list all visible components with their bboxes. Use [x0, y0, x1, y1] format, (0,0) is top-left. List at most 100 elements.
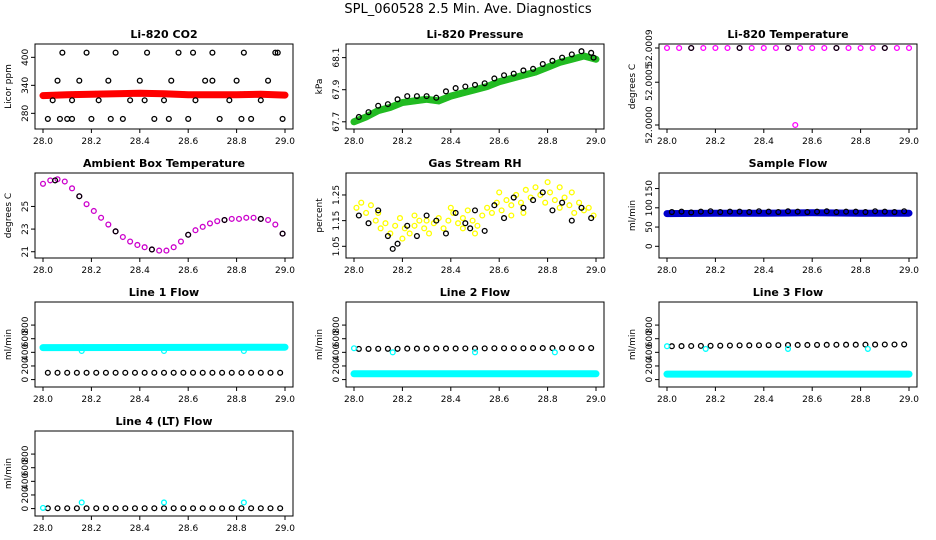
- data-point: [568, 217, 575, 224]
- data-point: [394, 96, 401, 103]
- data-point: [44, 505, 51, 512]
- data-point: [724, 44, 731, 52]
- data-point: [556, 184, 563, 191]
- data-point: [355, 113, 362, 121]
- data-point: [520, 67, 527, 74]
- data-point: [455, 220, 462, 227]
- data-point: [823, 208, 830, 215]
- data-point: [83, 201, 90, 208]
- data-point: [189, 505, 197, 512]
- data-point: [197, 91, 204, 98]
- x-tick-label: 28.0: [33, 137, 53, 147]
- data-point: [279, 230, 286, 237]
- data-point: [249, 91, 256, 98]
- data-point: [755, 342, 763, 349]
- x-tick-label: 28.2: [81, 395, 101, 405]
- data-point: [775, 342, 782, 349]
- data-point: [274, 49, 281, 56]
- x-tick-label: 28.8: [227, 137, 247, 147]
- data-point: [697, 208, 704, 215]
- series-line2-black: [355, 344, 595, 352]
- y-tick-label: 600: [645, 330, 655, 347]
- y-tick-label: 1.15: [332, 211, 342, 231]
- data-point: [350, 370, 358, 378]
- data-point: [80, 91, 87, 98]
- data-point: [544, 179, 551, 186]
- data-point: [209, 77, 216, 84]
- data-point: [104, 90, 111, 98]
- data-point: [772, 44, 779, 52]
- data-point: [39, 504, 47, 511]
- data-point: [269, 91, 277, 98]
- data-point: [105, 77, 112, 84]
- data-point: [433, 345, 440, 352]
- data-point: [112, 90, 119, 97]
- x-tick-label: 29.0: [275, 137, 295, 147]
- data-point: [491, 345, 498, 352]
- data-point: [78, 347, 85, 355]
- data-point: [588, 344, 595, 352]
- data-point: [134, 241, 141, 248]
- data-point: [707, 342, 714, 349]
- data-point: [748, 44, 755, 52]
- data-point: [148, 246, 155, 253]
- panel-co2: Li-820 CO2 28.0 28.2 28.4 28.6 28.8 29.0 280 340…: [4, 28, 295, 147]
- data-point: [471, 230, 479, 237]
- data-point: [253, 91, 260, 98]
- x-tick-label: 29.0: [586, 137, 606, 147]
- x-tick-label: 29.0: [275, 524, 295, 534]
- y-tick-label: 52.0009: [645, 29, 655, 66]
- data-point: [355, 212, 362, 219]
- series-temperature-samples: [663, 44, 913, 129]
- data-point: [825, 370, 832, 378]
- data-point: [98, 214, 105, 221]
- data-point: [578, 344, 585, 352]
- data-point: [588, 49, 595, 56]
- x-tick-label: 28.0: [657, 395, 677, 405]
- series-co2-average: [39, 89, 289, 100]
- data-point: [120, 344, 127, 351]
- y-tick-label: 1.25: [332, 185, 342, 205]
- data-point: [84, 91, 91, 98]
- data-point: [809, 44, 816, 52]
- data-point: [100, 90, 107, 98]
- data-point: [102, 505, 109, 512]
- panel-title: Li-820 Pressure: [427, 28, 524, 41]
- data-point: [265, 77, 272, 84]
- series-line1-outliers: [78, 347, 247, 355]
- x-tick-label: 28.8: [538, 137, 558, 147]
- data-point: [61, 178, 68, 185]
- data-point: [375, 209, 382, 216]
- data-point: [500, 72, 508, 79]
- data-point: [205, 91, 212, 98]
- data-point: [267, 369, 274, 376]
- data-point: [804, 208, 811, 216]
- data-point: [530, 197, 537, 204]
- data-point: [54, 77, 61, 84]
- panel-title: Line 4 (LT) Flow: [116, 415, 213, 428]
- data-point: [122, 505, 129, 512]
- data-point: [784, 345, 792, 352]
- data-point: [132, 90, 139, 97]
- data-point: [821, 44, 828, 52]
- data-point: [549, 57, 556, 64]
- data-point: [768, 209, 776, 217]
- data-point: [663, 44, 671, 52]
- data-point: [83, 369, 90, 376]
- data-point: [193, 91, 200, 98]
- x-tick-label: 28.2: [81, 137, 101, 147]
- data-point: [823, 341, 830, 348]
- data-point: [140, 90, 148, 97]
- data-point: [209, 505, 216, 512]
- data-point: [241, 91, 248, 98]
- data-point: [54, 369, 61, 376]
- data-point: [199, 369, 206, 376]
- data-point: [160, 97, 168, 104]
- y-axis-label: ml/min: [4, 329, 14, 360]
- x-tick-label: 29.0: [586, 395, 606, 405]
- data-point: [160, 344, 168, 351]
- data-point: [901, 208, 908, 215]
- panel-title: Line 2 Flow: [440, 286, 510, 299]
- data-point: [95, 97, 102, 104]
- data-point: [189, 49, 197, 56]
